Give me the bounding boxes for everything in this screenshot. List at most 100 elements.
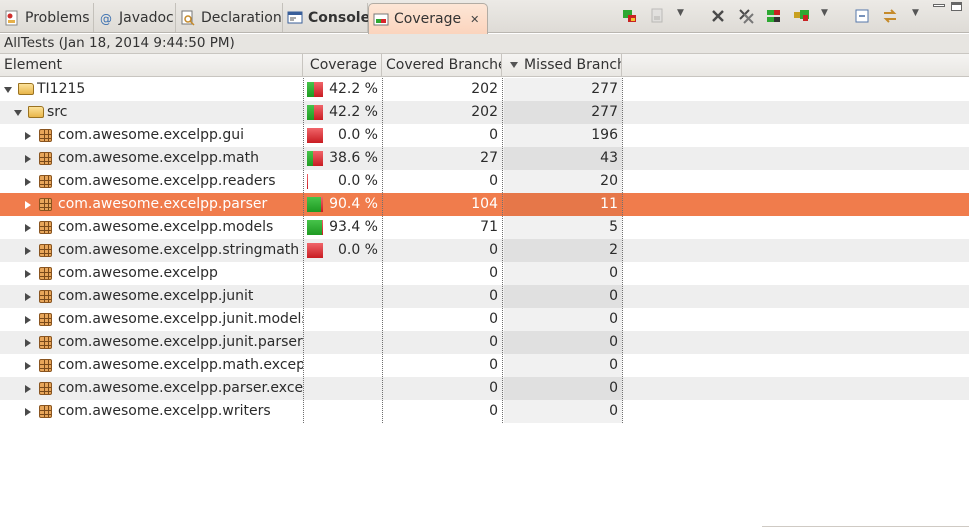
column-header-missed-branches[interactable]: Missed Branch (502, 54, 622, 77)
tab-declaration[interactable]: Declaration (176, 3, 283, 32)
coverage-percent (325, 354, 378, 377)
element-name: com.awesome.excelpp.stringmath (58, 242, 300, 258)
expand-chevron-right-icon[interactable] (25, 132, 31, 140)
covered-fill (307, 105, 314, 120)
relaunch-coverage-icon[interactable] (620, 6, 640, 26)
coverage-bar (307, 220, 323, 235)
element-name: com.awesome.excelpp.writers (58, 403, 271, 419)
session-description: AllTests (Jan 18, 2014 9:44:50 PM) (0, 34, 969, 54)
sort-descending-icon (510, 62, 518, 68)
expand-chevron-down-icon[interactable] (14, 110, 22, 116)
link-with-selection-icon[interactable] (880, 6, 900, 26)
covered-branches-value: 0 (489, 265, 498, 281)
collapse-all-icon[interactable] (852, 6, 872, 26)
element-name: com.awesome.excelpp.math (58, 150, 259, 166)
element-name: com.awesome.excelpp.junit.models (58, 311, 303, 327)
missed-branches-value: 43 (600, 150, 618, 166)
tab-problems[interactable]: Problems (0, 3, 94, 32)
problems-icon (4, 10, 20, 26)
chevron-down-icon[interactable]: ▼ (677, 8, 684, 18)
view-menu-icon[interactable]: ▼ (912, 8, 919, 18)
minimize-icon[interactable] (933, 4, 945, 7)
tree-row[interactable]: com.awesome.excelpp.models 93.4 % 71 5 (0, 216, 969, 239)
element-name: com.awesome.excelpp.junit.parser (58, 334, 303, 350)
missed-branches-value: 0 (609, 311, 618, 327)
tree-row[interactable]: com.awesome.excelpp.parser 90.4 % 104 11 (0, 193, 969, 216)
dump-execution-data-icon[interactable] (648, 6, 668, 26)
merge-sessions-icon[interactable] (764, 6, 784, 26)
tree-row[interactable]: com.awesome.excelpp.junit.parser 0 0 (0, 331, 969, 354)
tab-javadoc[interactable]: @ Javadoc (94, 3, 176, 32)
tree-row[interactable]: com.awesome.excelpp 0 0 (0, 262, 969, 285)
remove-session-icon[interactable] (708, 6, 728, 26)
element-name: com.awesome.excelpp.math.excepti (58, 357, 303, 373)
covered-branches-value: 0 (489, 242, 498, 258)
coverage-bar (307, 151, 323, 166)
maximize-icon[interactable] (951, 2, 962, 11)
covered-branches-value: 0 (489, 127, 498, 143)
tree-row[interactable]: com.awesome.excelpp.math.excepti 0 0 (0, 354, 969, 377)
expand-chevron-down-icon[interactable] (4, 87, 12, 93)
chevron-down-icon[interactable]: ▼ (821, 8, 828, 18)
tree-row[interactable]: com.awesome.excelpp.gui 0.0 % 0 196 (0, 124, 969, 147)
coverage-bar (307, 243, 323, 258)
missed-branches-value: 0 (609, 265, 618, 281)
source-folder-icon (28, 106, 44, 118)
expand-chevron-right-icon[interactable] (25, 316, 31, 324)
missed-fill (307, 128, 323, 143)
package-icon (39, 382, 52, 395)
coverage-percent: 42.2 % (329, 81, 378, 97)
column-header-coverage[interactable]: Coverage (303, 54, 382, 77)
coverage-percent: 0.0 % (337, 242, 378, 258)
element-name: com.awesome.excelpp.parser.excep (58, 380, 303, 396)
tab-label: Problems (25, 9, 90, 26)
covered-branches-value: 71 (480, 219, 498, 235)
tab-coverage[interactable]: Coverage ✕ (368, 3, 488, 34)
column-header-covered-branches[interactable]: Covered Branche (382, 54, 502, 77)
covered-branches-value: 27 (480, 150, 498, 166)
missed-branches-value: 0 (609, 334, 618, 350)
close-icon[interactable]: ✕ (470, 12, 480, 26)
expand-chevron-right-icon[interactable] (25, 339, 31, 347)
missed-branches-value: 0 (609, 403, 618, 419)
package-icon (39, 336, 52, 349)
expand-chevron-right-icon[interactable] (25, 408, 31, 416)
missed-fill (313, 82, 323, 97)
expand-chevron-right-icon[interactable] (25, 224, 31, 232)
table-header: Element Coverage Covered Branche Missed … (0, 54, 969, 77)
tree-row[interactable]: com.awesome.excelpp.junit 0 0 (0, 285, 969, 308)
expand-chevron-right-icon[interactable] (25, 201, 31, 209)
expand-chevron-right-icon[interactable] (25, 385, 31, 393)
missed-fill (313, 151, 323, 166)
missed-branches-value: 0 (609, 380, 618, 396)
tree-row[interactable]: com.awesome.excelpp.writers 0 0 (0, 400, 969, 423)
element-name: com.awesome.excelpp (58, 265, 218, 281)
coverage-percent (325, 377, 378, 400)
tree-row[interactable]: TI1215 42.2 % 202 277 (0, 78, 969, 101)
tree-row[interactable]: com.awesome.excelpp.junit.models 0 0 (0, 308, 969, 331)
tree-row[interactable]: com.awesome.excelpp.stringmath 0.0 % 0 2 (0, 239, 969, 262)
coverage-percent: 42.2 % (329, 104, 378, 120)
tree-row[interactable]: com.awesome.excelpp.readers 0.0 % 0 20 (0, 170, 969, 193)
remove-all-sessions-icon[interactable] (736, 6, 756, 26)
element-name: com.awesome.excelpp.readers (58, 173, 276, 189)
tree-row[interactable]: com.awesome.excelpp.parser.excep 0 0 (0, 377, 969, 400)
expand-chevron-right-icon[interactable] (25, 270, 31, 278)
covered-branches-value: 104 (471, 196, 498, 212)
tree-row[interactable]: src 42.2 % 202 277 (0, 101, 969, 124)
missed-fill (321, 220, 323, 235)
tab-console[interactable]: Console (283, 3, 370, 32)
element-name: TI1215 (37, 81, 86, 97)
expand-chevron-right-icon[interactable] (25, 293, 31, 301)
column-header-element[interactable]: Element (0, 54, 303, 77)
expand-chevron-right-icon[interactable] (25, 178, 31, 186)
expand-chevron-right-icon[interactable] (25, 362, 31, 370)
expand-chevron-right-icon[interactable] (25, 155, 31, 163)
coverage-percent (325, 308, 378, 331)
tab-label: Declaration (201, 9, 282, 26)
tree-row[interactable]: com.awesome.excelpp.math 38.6 % 27 43 (0, 147, 969, 170)
expand-chevron-right-icon[interactable] (25, 247, 31, 255)
coverage-percent (325, 331, 378, 354)
svg-text:@: @ (100, 12, 112, 26)
select-session-icon[interactable] (792, 6, 812, 26)
